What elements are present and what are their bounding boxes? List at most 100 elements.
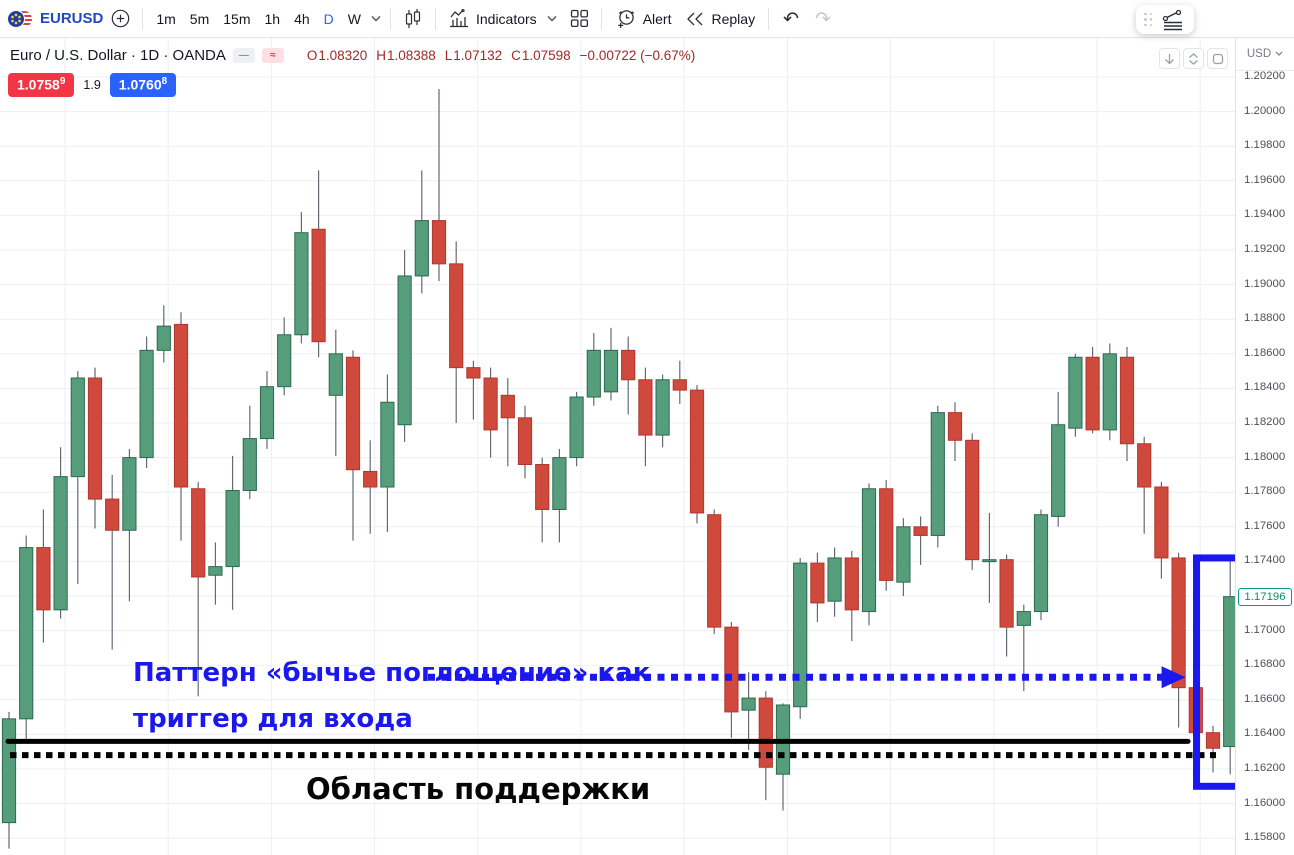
candle-body-down[interactable] (311, 228, 326, 343)
candle-body-up[interactable] (1051, 424, 1066, 517)
timeframe-5m[interactable]: 5m (183, 6, 216, 32)
timeframe-4h[interactable]: 4h (287, 6, 317, 32)
candle-body-up[interactable] (603, 349, 619, 393)
candle-body-up[interactable] (294, 232, 309, 336)
candle-body-up[interactable] (1016, 611, 1031, 626)
candle-body-up[interactable] (414, 220, 429, 277)
candle-body-down[interactable] (999, 559, 1014, 628)
candle-body-down[interactable] (191, 488, 206, 578)
engulfing-highlight-box[interactable] (1193, 554, 1236, 790)
candle-body-up[interactable] (53, 476, 68, 611)
candle-body-down[interactable] (36, 547, 51, 611)
drag-handle-icon[interactable] (1144, 12, 1153, 27)
candle-body-down[interactable] (173, 323, 189, 488)
sell-price-button[interactable]: 1.07589 (8, 73, 75, 98)
candle-body-up[interactable] (1223, 596, 1235, 748)
candle-body-up[interactable] (741, 697, 756, 711)
indicators-chevron-down-icon[interactable] (544, 9, 560, 29)
timeframe-chevron-down-icon[interactable] (368, 9, 384, 29)
candle-body-down[interactable] (345, 356, 361, 471)
floating-drawing-panel[interactable] (1136, 5, 1194, 34)
candle-body-down[interactable] (844, 557, 859, 611)
alert-button[interactable]: Alert (608, 3, 679, 34)
support-annotation-text[interactable]: Область поддержки (306, 772, 651, 806)
candle-body-up[interactable] (982, 559, 997, 563)
candle-body-up[interactable] (793, 562, 808, 708)
undo-button[interactable]: ↶ (775, 6, 807, 32)
candle-body-down[interactable] (1154, 486, 1169, 559)
candle-body-up[interactable] (896, 526, 911, 583)
replay-button[interactable]: Replay (678, 6, 762, 32)
scroll-to-recent-icon[interactable] (1159, 48, 1180, 69)
candle-body-up[interactable] (259, 386, 275, 440)
candle-body-down[interactable] (913, 526, 928, 536)
candle-body-up[interactable] (397, 275, 412, 426)
candle-body-down[interactable] (535, 464, 550, 510)
candle-body-down[interactable] (449, 263, 464, 369)
timeframe-1m[interactable]: 1m (149, 6, 182, 32)
candle-body-up[interactable] (1033, 514, 1049, 613)
arrow-head[interactable] (1161, 666, 1186, 689)
candle-body-up[interactable] (277, 334, 292, 388)
timeframe-w[interactable]: W (341, 6, 368, 32)
candle-body-down[interactable] (87, 377, 103, 500)
collapse-pane-icon[interactable] (1183, 48, 1204, 69)
candle-body-up[interactable] (552, 457, 567, 511)
candle-body-down[interactable] (431, 220, 447, 265)
candle-body-down[interactable] (466, 367, 481, 379)
candle-body-up[interactable] (827, 557, 842, 602)
candle-body-up[interactable] (328, 353, 343, 396)
candle-body-down[interactable] (500, 394, 515, 419)
candle-body-down[interactable] (621, 349, 636, 381)
candle-body-up[interactable] (380, 401, 395, 488)
candle-body-up[interactable] (1102, 353, 1117, 431)
candle-body-down[interactable] (1085, 356, 1100, 431)
timeframe-1h[interactable]: 1h (257, 6, 287, 32)
candle-body-down[interactable] (483, 377, 498, 431)
candle-body-up[interactable] (655, 379, 670, 436)
candle-body-down[interactable] (947, 412, 963, 441)
symbol-title[interactable]: Euro / U.S. Dollar · 1D · OANDA (10, 47, 226, 64)
candle-body-up[interactable] (1, 718, 17, 824)
candle-body-up[interactable] (586, 349, 601, 398)
chart-canvas[interactable] (0, 38, 1235, 855)
candle-body-down[interactable] (1205, 732, 1221, 749)
candle-body-up[interactable] (930, 412, 945, 536)
indicators-button[interactable]: Indicators (442, 4, 544, 33)
candle-body-down[interactable] (810, 562, 825, 604)
price-axis[interactable]: USD 1.20200 1.20000 1.19800 1.19600 1.19400 1… (1235, 38, 1294, 855)
maximize-pane-icon[interactable] (1207, 48, 1228, 69)
candle-body-down[interactable] (707, 514, 722, 628)
legend-flag-icon[interactable]: ≈ (261, 48, 284, 63)
chart-style-candles-icon[interactable] (397, 4, 429, 34)
candle-body-down[interactable] (638, 379, 653, 436)
candle-body-up[interactable] (208, 566, 223, 576)
candle-body-down[interactable] (1119, 356, 1135, 445)
legend-hide-icon[interactable]: — (232, 48, 255, 63)
candle-body-down[interactable] (672, 379, 687, 391)
candle-body-up[interactable] (70, 377, 85, 478)
symbol-button[interactable]: EURUSD (38, 6, 105, 31)
symbol-compare-add-icon[interactable] (105, 5, 136, 32)
candle-body-up[interactable] (156, 325, 171, 351)
candle-body-up[interactable] (242, 438, 257, 491)
candle-body-down[interactable] (879, 488, 894, 581)
candle-body-up[interactable] (1068, 356, 1083, 429)
buy-price-button[interactable]: 1.07608 (109, 73, 177, 98)
candle-body-down[interactable] (363, 470, 378, 488)
timeframe-15m[interactable]: 15m (216, 6, 257, 32)
candle-body-down[interactable] (965, 439, 980, 561)
timeframe-d[interactable]: D (317, 6, 341, 32)
candle-body-down[interactable] (105, 498, 120, 531)
candle-body-up[interactable] (122, 457, 137, 531)
price-axis-currency[interactable]: USD (1236, 38, 1294, 71)
candle-body-down[interactable] (724, 626, 739, 713)
trendline-tool-icon[interactable] (1160, 9, 1186, 31)
candle-body-up[interactable] (225, 489, 240, 568)
candle-body-down[interactable] (689, 389, 705, 514)
candle-body-up[interactable] (139, 349, 154, 459)
candle-body-down[interactable] (758, 697, 773, 768)
candle-body-down[interactable] (1171, 557, 1186, 689)
candle-body-up[interactable] (19, 547, 34, 720)
candle-body-up[interactable] (861, 488, 877, 613)
